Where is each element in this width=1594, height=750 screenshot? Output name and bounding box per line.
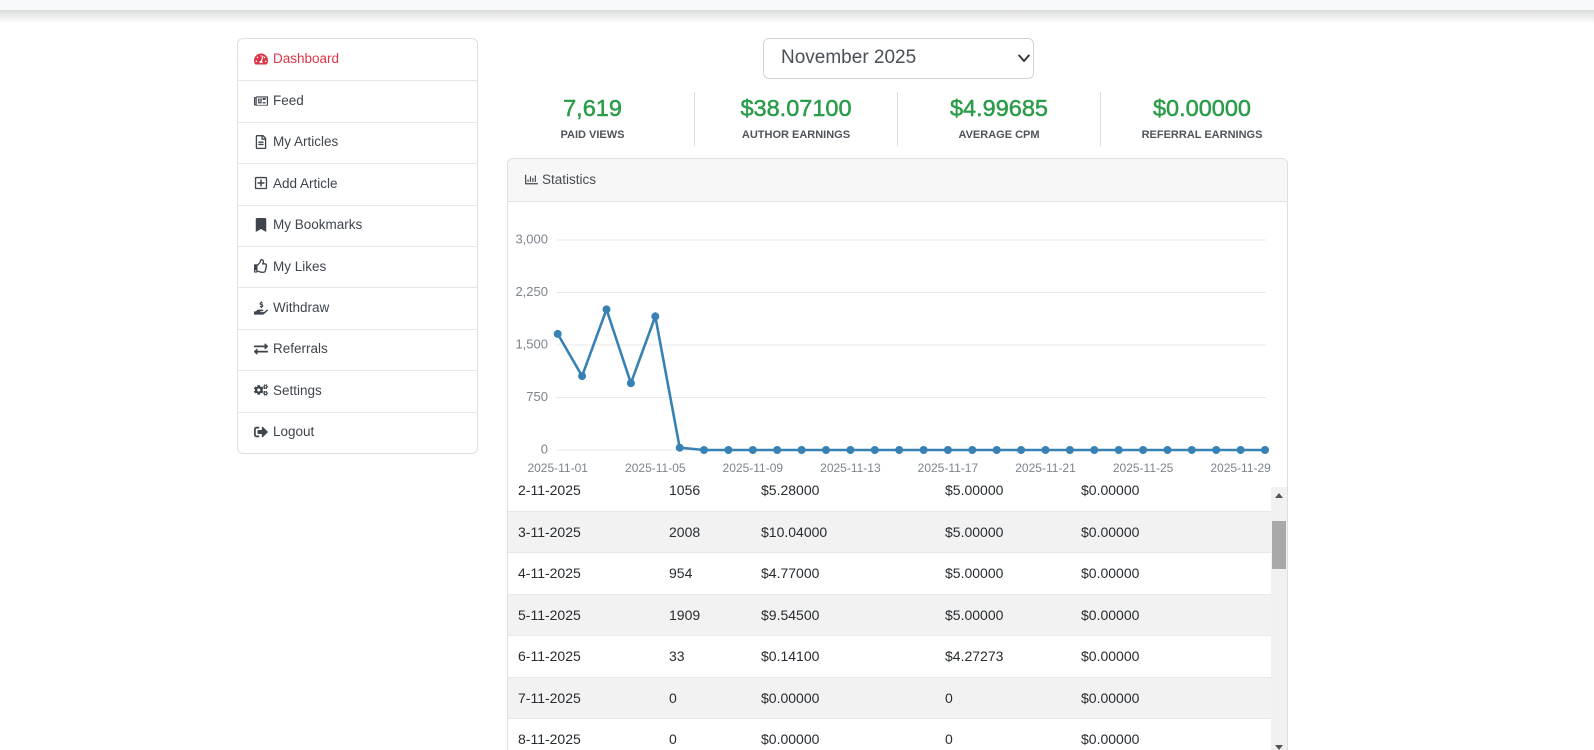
svg-text:0: 0 [541, 442, 548, 457]
svg-text:3,000: 3,000 [515, 232, 548, 247]
svg-text:2025-11-29: 2025-11-29 [1210, 461, 1271, 475]
svg-text:2025-11-13: 2025-11-13 [820, 461, 881, 475]
svg-text:2,250: 2,250 [515, 284, 548, 299]
svg-text:2025-11-17: 2025-11-17 [918, 461, 979, 475]
svg-text:2025-11-21: 2025-11-21 [1015, 461, 1076, 475]
svg-text:2025-11-05: 2025-11-05 [625, 461, 686, 475]
svg-text:2025-11-01: 2025-11-01 [527, 461, 588, 475]
svg-text:2025-11-09: 2025-11-09 [723, 461, 784, 475]
svg-text:750: 750 [526, 389, 548, 404]
svg-text:2025-11-25: 2025-11-25 [1113, 461, 1174, 475]
svg-text:1,500: 1,500 [515, 337, 548, 352]
